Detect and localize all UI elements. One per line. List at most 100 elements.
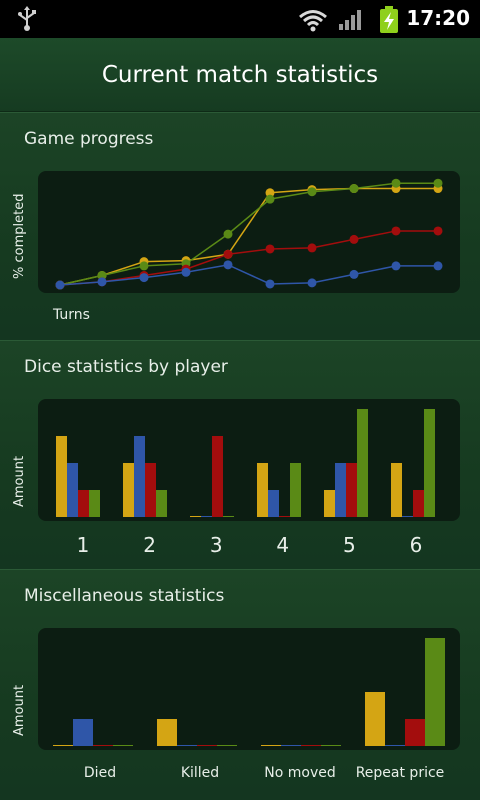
data-point-green-8 [349,184,359,194]
data-point-green-7 [307,187,317,197]
clock-time: 17:20 [406,6,470,30]
category-label-no-moved: No moved [264,765,336,781]
bar-yellow-5 [324,490,335,517]
dice-statistics-chart [38,399,460,521]
series-line-green [59,182,438,286]
dice-statistics-plot [56,409,435,517]
data-point-blue-2 [97,277,107,287]
bar-green-4 [290,463,301,517]
data-point-green-6 [265,194,275,204]
data-point-green-5 [223,229,233,239]
data-point-blue-6 [265,279,275,289]
bar-green-6 [424,409,435,517]
signal-icon [338,8,364,36]
misc-statistics-ylabel: Amount [12,684,27,736]
bar-yellow-6 [391,463,402,517]
data-point-red-6 [265,244,275,254]
bar-blue-3 [201,516,212,517]
data-point-blue-3 [139,273,149,283]
bar-red-repeat-price [405,719,425,746]
bar-yellow-1 [56,436,67,517]
bar-green-no-moved [321,745,341,746]
bar-red-no-moved [301,745,321,746]
bar-blue-1 [67,463,78,517]
bar-blue-killed [177,745,197,746]
data-point-yellow-6 [265,188,275,198]
data-point-red-10 [433,226,443,236]
series-line-yellow [59,187,438,286]
data-point-red-8 [349,234,359,244]
bar-blue-repeat-price [385,745,405,746]
section-title-dice-statistics: Dice statistics by player [24,357,228,377]
bar-blue-died [73,719,93,746]
bar-red-died [93,745,113,746]
dice-statistics-ylabel: Amount [12,455,27,507]
game-progress-ylabel: % completed [12,193,27,279]
data-point-green-10 [433,178,443,188]
bar-green-repeat-price [425,638,445,746]
bar-red-5 [346,463,357,517]
bar-blue-no-moved [281,745,301,746]
data-point-blue-7 [307,278,317,288]
bar-yellow-repeat-price [365,692,385,746]
bar-blue-2 [134,436,145,517]
data-point-blue-4 [181,267,191,277]
data-point-blue-8 [349,269,359,279]
data-point-green-9 [391,178,401,188]
page-title: Current match statistics [101,61,379,88]
bar-yellow-killed [157,719,177,746]
category-label-repeat-price: Repeat price [355,765,445,781]
category-label-4: 4 [276,533,290,557]
category-label-5: 5 [343,533,356,557]
data-point-blue-9 [391,261,401,271]
bar-blue-6 [402,516,413,517]
category-label-6: 6 [409,533,423,557]
data-point-green-3 [139,261,149,271]
category-label-2: 2 [143,533,156,557]
series-line-blue [59,264,438,286]
bar-blue-4 [268,490,279,517]
data-point-green-2 [97,270,107,280]
category-label-3: 3 [209,533,223,557]
bar-yellow-3 [190,516,201,517]
data-point-red-7 [307,243,317,253]
bar-green-died [113,745,133,746]
bar-red-6 [413,490,424,517]
bar-red-1 [78,490,89,517]
section-title-misc-statistics: Miscellaneous statistics [24,586,225,606]
bar-green-2 [156,490,167,517]
series-line-red [59,230,438,286]
title-bar: Current match statistics [0,38,480,112]
game-progress-xlabel: Turns [53,307,90,323]
bar-red-4 [279,516,290,517]
dice-statistics-section: Dice statistics by player Amount 1 2 3 4 5 6 [0,340,480,569]
battery-charging-icon [378,6,400,38]
game-progress-chart [38,171,460,293]
bar-green-5 [357,409,368,517]
bar-yellow-4 [257,463,268,517]
data-point-blue-1 [55,280,65,290]
misc-statistics-plot [53,638,445,746]
data-point-blue-10 [433,261,443,271]
status-bar: 17:20 [0,0,480,38]
game-progress-section: Game progress % completed Turns [0,112,480,340]
wifi-icon [298,8,328,36]
category-label-1: 1 [76,533,90,557]
bar-red-killed [197,745,217,746]
bar-blue-5 [335,463,346,517]
bar-yellow-2 [123,463,134,517]
bar-red-2 [145,463,156,517]
bar-green-killed [217,745,237,746]
data-point-red-5 [223,249,233,259]
bar-green-1 [89,490,100,517]
game-progress-plot [55,178,443,290]
data-point-red-9 [391,226,401,236]
category-label-died: Died [83,765,117,781]
bar-red-3 [212,436,223,517]
data-point-blue-5 [223,260,233,270]
bar-yellow-died [53,745,73,746]
misc-statistics-chart [38,628,460,750]
category-label-killed: Killed [180,765,220,781]
misc-statistics-section: Miscellaneous statistics Amount Died Kill… [0,569,480,800]
bar-yellow-no-moved [261,745,281,746]
